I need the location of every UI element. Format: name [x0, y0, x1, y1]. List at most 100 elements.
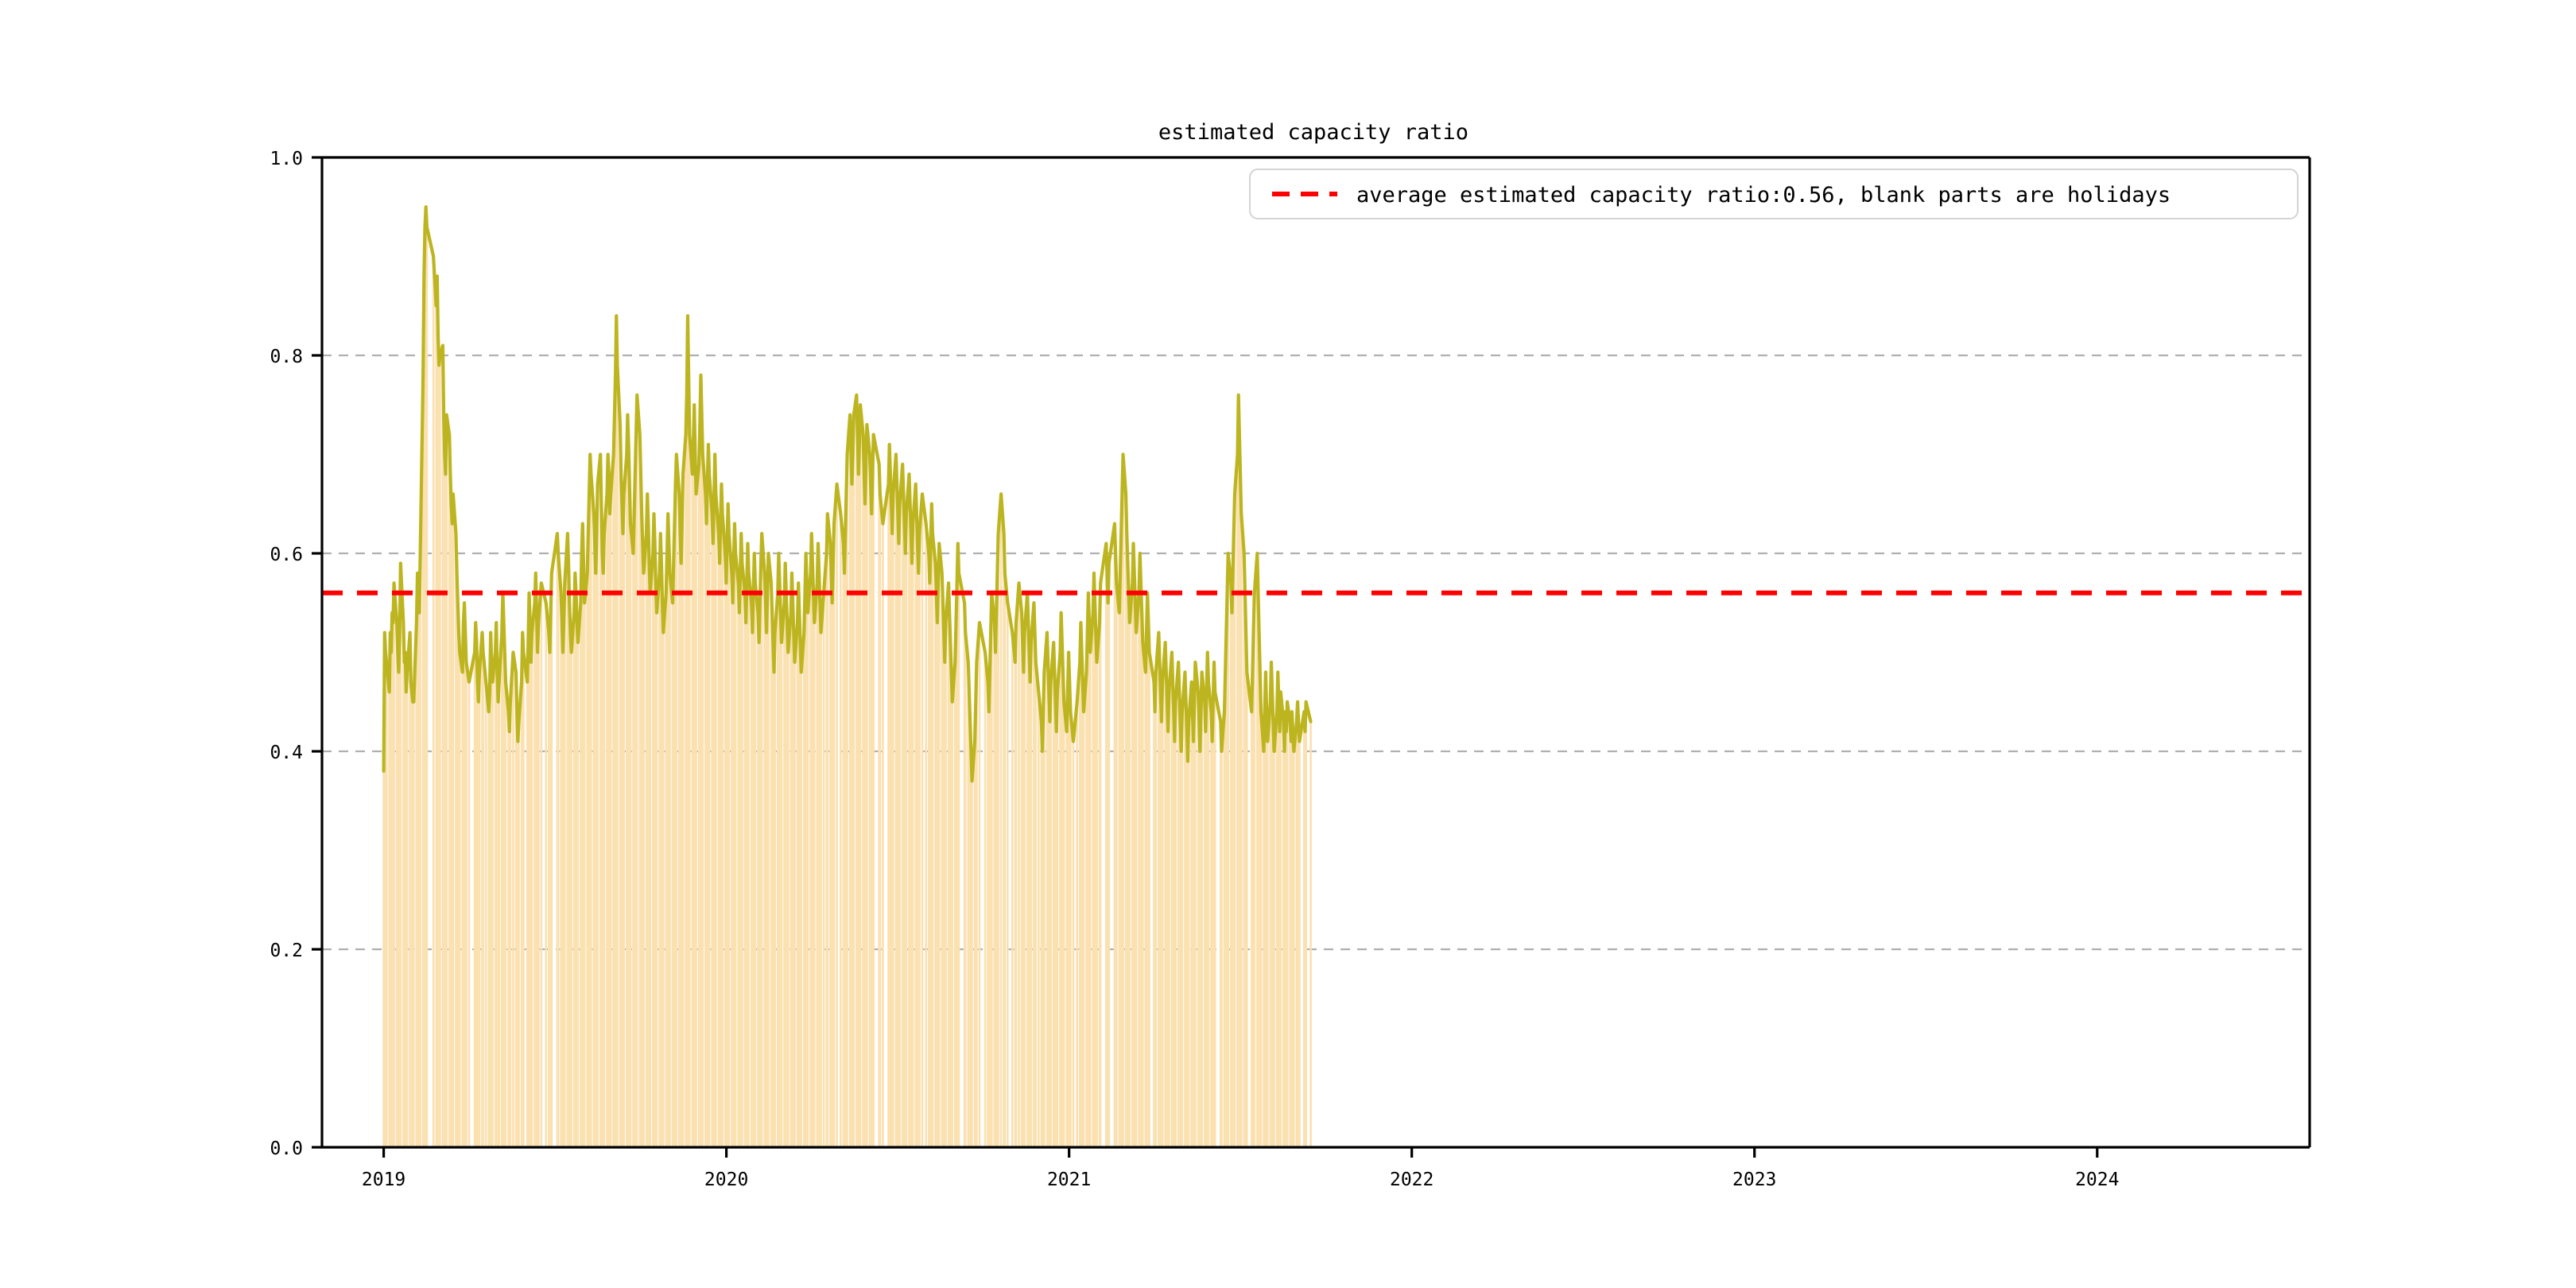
bar — [695, 494, 697, 1147]
bar — [905, 514, 908, 1147]
bar — [918, 533, 921, 1147]
bar — [512, 652, 514, 1147]
bar — [921, 494, 924, 1147]
bar — [1309, 721, 1312, 1147]
bar — [898, 503, 901, 1147]
bar — [1030, 642, 1033, 1147]
bar — [1003, 572, 1007, 1147]
legend-label: average estimated capacity ratio:0.56, b… — [1356, 183, 2171, 208]
bar — [661, 632, 665, 1147]
bar — [570, 652, 572, 1147]
bar — [1253, 592, 1256, 1147]
bar — [399, 563, 402, 1147]
bar — [1154, 672, 1158, 1147]
bar — [609, 494, 612, 1147]
x-tick-label: 2022 — [1390, 1170, 1433, 1190]
bar — [681, 474, 685, 1147]
y-tick-label: 1.0 — [270, 149, 303, 169]
bar — [491, 681, 494, 1147]
y-tick-label: 0.8 — [270, 347, 303, 367]
bar — [689, 434, 691, 1147]
bar — [1062, 701, 1065, 1147]
bar — [1076, 701, 1079, 1147]
bar — [458, 652, 461, 1147]
bar — [1187, 721, 1190, 1147]
bar — [780, 642, 783, 1147]
bar — [465, 661, 467, 1147]
bar — [978, 623, 981, 1147]
bar — [583, 603, 586, 1147]
bar — [734, 553, 737, 1147]
bar — [976, 661, 978, 1147]
bar — [786, 652, 789, 1147]
bar — [1168, 692, 1170, 1147]
bar — [1142, 642, 1144, 1147]
bar — [467, 681, 471, 1147]
bar — [793, 661, 796, 1147]
bar — [826, 514, 829, 1147]
bar — [1220, 751, 1223, 1147]
bar — [1122, 454, 1124, 1147]
bar — [452, 494, 455, 1147]
bar — [1240, 514, 1243, 1147]
bar — [537, 623, 540, 1147]
capacity-ratio-line — [382, 205, 1313, 783]
bar — [545, 603, 548, 1147]
bar — [385, 661, 388, 1147]
bar — [1227, 553, 1230, 1147]
bar — [937, 543, 941, 1147]
bar — [419, 553, 421, 1147]
bar — [1194, 661, 1197, 1147]
y-tick-label: 0.4 — [270, 743, 303, 763]
bar — [1128, 623, 1131, 1147]
bar — [741, 563, 743, 1147]
x-axis-ticks: 2019 2020 2021 2022 2023 2024 — [362, 1147, 2119, 1190]
bar — [439, 355, 441, 1147]
y-axis-ticks: 0.0 0.2 0.4 0.6 0.8 1.0 — [270, 149, 322, 1159]
bar — [522, 652, 525, 1147]
bar — [1174, 701, 1177, 1147]
bar — [596, 483, 599, 1147]
bar — [1018, 583, 1020, 1147]
bar — [432, 256, 435, 1147]
bar — [540, 583, 543, 1147]
bar — [1043, 672, 1046, 1147]
bar — [872, 434, 875, 1147]
y-tick-label: 0.6 — [270, 545, 303, 565]
bar — [425, 227, 429, 1147]
bar — [603, 533, 606, 1147]
bar — [616, 365, 619, 1147]
bar — [576, 642, 580, 1147]
bar — [1069, 712, 1072, 1147]
bar — [478, 672, 481, 1147]
x-tick-label: 2024 — [2075, 1170, 2119, 1190]
bar — [623, 494, 626, 1147]
bar — [911, 523, 914, 1147]
x-tick-label: 2023 — [1732, 1170, 1776, 1190]
bar — [754, 583, 757, 1147]
bar — [1148, 652, 1150, 1147]
x-tick-label: 2020 — [704, 1170, 748, 1190]
legend-box[interactable]: average estimated capacity ratio:0.56, b… — [1249, 169, 2299, 219]
bar — [715, 494, 717, 1147]
bar — [999, 494, 1003, 1147]
bar — [1213, 692, 1216, 1147]
bar — [1096, 661, 1098, 1147]
bar — [806, 612, 809, 1147]
bar — [550, 572, 553, 1147]
bar — [1014, 623, 1018, 1147]
bar — [564, 583, 566, 1147]
bar — [931, 533, 934, 1147]
bar — [518, 721, 520, 1147]
bar — [774, 632, 777, 1147]
bar — [504, 681, 507, 1147]
bar — [846, 454, 848, 1147]
bar — [822, 592, 825, 1147]
bar — [484, 681, 487, 1147]
bar — [708, 474, 711, 1147]
bar — [1108, 563, 1111, 1147]
bar — [482, 652, 484, 1147]
bar — [530, 632, 533, 1147]
bar — [1088, 652, 1092, 1147]
